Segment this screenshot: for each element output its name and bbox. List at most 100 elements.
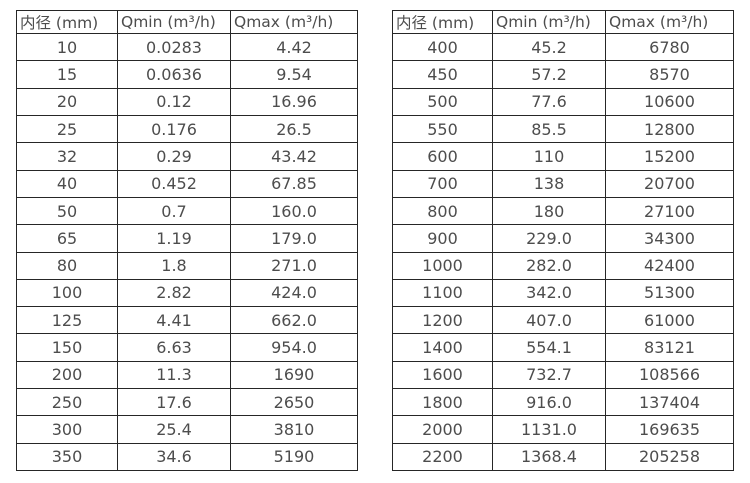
- table-cell: 179.0: [230, 224, 358, 253]
- table-cell: 65: [16, 224, 118, 253]
- table-cell: 6780: [605, 32, 734, 62]
- table-row: 25 0.176 26.5: [16, 114, 358, 144]
- table-cell: 1.19: [117, 224, 231, 253]
- table-row: 300 25.4 3810: [16, 415, 358, 444]
- table-cell: 0.176: [117, 114, 231, 144]
- table-cell: 150: [16, 333, 118, 362]
- table-row: 450 57.2 8570: [392, 60, 734, 89]
- table-cell: 0.7: [117, 196, 231, 226]
- table-cell: 1131.0: [492, 415, 606, 444]
- header-cell-diameter: 内径 (mm): [392, 10, 493, 34]
- table-cell: 500: [392, 87, 493, 116]
- table-row: 125 4.41 662.0: [16, 306, 358, 335]
- table-cell: 2000: [392, 415, 493, 444]
- table-cell: 57.2: [492, 60, 606, 89]
- table-cell: 205258: [605, 442, 734, 472]
- table-cell: 350: [16, 442, 118, 472]
- table-cell: 1.8: [117, 251, 231, 280]
- header-cell-qmax: Qmax (m³/h): [230, 10, 358, 34]
- table-cell: 0.0283: [117, 32, 231, 62]
- table-cell: 67.85: [230, 169, 358, 198]
- table-cell: 600: [392, 142, 493, 171]
- table-cell: 80: [16, 251, 118, 280]
- table-row: 1800 916.0 137404: [392, 388, 734, 417]
- table-cell: 83121: [605, 333, 734, 362]
- table-cell: 916.0: [492, 388, 606, 417]
- header-cell-qmin: Qmin (m³/h): [492, 10, 606, 34]
- table-row: 15 0.0636 9.54: [16, 60, 358, 89]
- table-row: 100 2.82 424.0: [16, 278, 358, 308]
- table-cell: 160.0: [230, 196, 358, 226]
- table-cell: 20: [16, 87, 118, 116]
- table-cell: 138: [492, 169, 606, 198]
- table-cell: 40: [16, 169, 118, 198]
- table-cell: 15200: [605, 142, 734, 171]
- table-cell: 180: [492, 196, 606, 226]
- table-cell: 12800: [605, 114, 734, 144]
- flow-table-small-diameters: 内径 (mm) Qmin (m³/h) Qmax (m³/h) 10 0.0283…: [16, 10, 358, 472]
- table-cell: 137404: [605, 388, 734, 417]
- table-cell: 20700: [605, 169, 734, 198]
- table-row: 150 6.63 954.0: [16, 333, 358, 362]
- table-row: 2200 1368.4 205258: [392, 442, 734, 472]
- table-row: 65 1.19 179.0: [16, 224, 358, 253]
- table-cell: 0.0636: [117, 60, 231, 89]
- table-cell: 42400: [605, 251, 734, 280]
- table-cell: 32: [16, 142, 118, 171]
- table-cell: 2.82: [117, 278, 231, 308]
- table-cell: 1600: [392, 360, 493, 390]
- table-row: 80 1.8 271.0: [16, 251, 358, 280]
- table-cell: 271.0: [230, 251, 358, 280]
- table-row: 1400 554.1 83121: [392, 333, 734, 362]
- table-cell: 45.2: [492, 32, 606, 62]
- table-cell: 1368.4: [492, 442, 606, 472]
- table-cell: 85.5: [492, 114, 606, 144]
- table-row: 400 45.2 6780: [392, 32, 734, 62]
- table-row: 800 180 27100: [392, 196, 734, 226]
- table-cell: 5190: [230, 442, 358, 472]
- table-cell: 0.452: [117, 169, 231, 198]
- table-cell: 250: [16, 388, 118, 417]
- table-cell: 25.4: [117, 415, 231, 444]
- table-cell: 2650: [230, 388, 358, 417]
- header-cell-qmin: Qmin (m³/h): [117, 10, 231, 34]
- table-header-row: 内径 (mm) Qmin (m³/h) Qmax (m³/h): [392, 10, 734, 34]
- header-cell-qmax: Qmax (m³/h): [605, 10, 734, 34]
- table-cell: 1800: [392, 388, 493, 417]
- table-cell: 34300: [605, 224, 734, 253]
- table-cell: 6.63: [117, 333, 231, 362]
- table-cell: 4.42: [230, 32, 358, 62]
- table-header-row: 内径 (mm) Qmin (m³/h) Qmax (m³/h): [16, 10, 358, 34]
- table-cell: 110: [492, 142, 606, 171]
- header-cell-diameter: 内径 (mm): [16, 10, 118, 34]
- table-cell: 550: [392, 114, 493, 144]
- table-row: 350 34.6 5190: [16, 442, 358, 472]
- table-cell: 26.5: [230, 114, 358, 144]
- table-cell: 27100: [605, 196, 734, 226]
- table-cell: 342.0: [492, 278, 606, 308]
- table-row: 32 0.29 43.42: [16, 142, 358, 171]
- table-row: 600 110 15200: [392, 142, 734, 171]
- table-cell: 169635: [605, 415, 734, 444]
- table-cell: 954.0: [230, 333, 358, 362]
- table-row: 2000 1131.0 169635: [392, 415, 734, 444]
- table-cell: 15: [16, 60, 118, 89]
- table-cell: 229.0: [492, 224, 606, 253]
- table-cell: 662.0: [230, 306, 358, 335]
- table-cell: 16.96: [230, 87, 358, 116]
- table-cell: 1100: [392, 278, 493, 308]
- table-cell: 77.6: [492, 87, 606, 116]
- table-cell: 2200: [392, 442, 493, 472]
- table-row: 10 0.0283 4.42: [16, 32, 358, 62]
- table-row: 40 0.452 67.85: [16, 169, 358, 198]
- table-cell: 10: [16, 32, 118, 62]
- table-row: 1000 282.0 42400: [392, 251, 734, 280]
- table-cell: 700: [392, 169, 493, 198]
- table-cell: 1200: [392, 306, 493, 335]
- table-cell: 10600: [605, 87, 734, 116]
- table-cell: 4.41: [117, 306, 231, 335]
- table-cell: 17.6: [117, 388, 231, 417]
- table-cell: 200: [16, 360, 118, 390]
- table-cell: 100: [16, 278, 118, 308]
- table-row: 1600 732.7 108566: [392, 360, 734, 390]
